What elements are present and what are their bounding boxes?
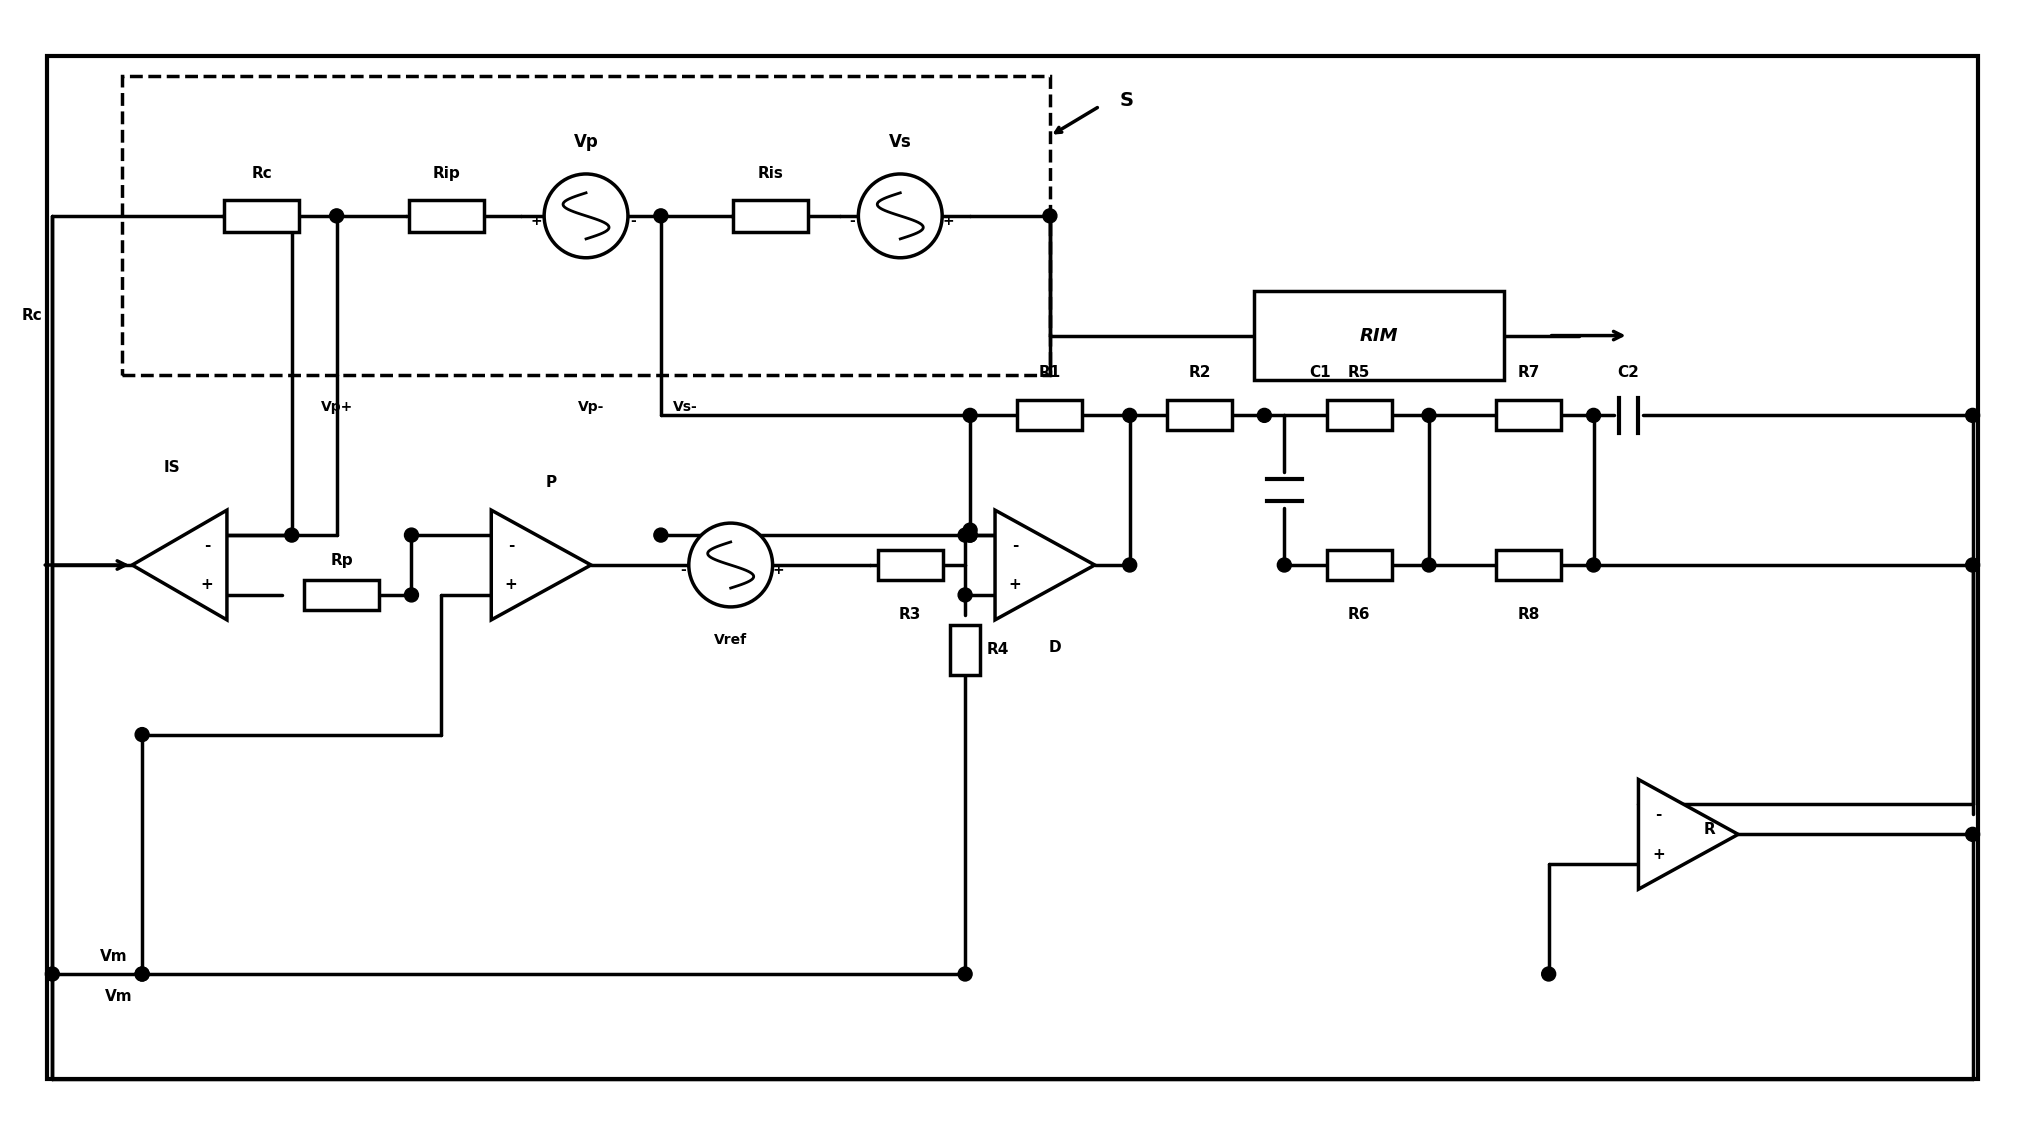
Text: Rip: Rip: [433, 166, 461, 180]
Bar: [878, 550, 942, 580]
Text: Vs+: Vs+: [1055, 401, 1086, 414]
Circle shape: [958, 528, 973, 543]
Text: R5: R5: [1349, 365, 1371, 380]
Text: Ris: Ris: [758, 166, 785, 180]
Text: Vs: Vs: [890, 133, 912, 151]
Bar: [121, 76, 1049, 376]
Text: -: -: [679, 563, 685, 577]
Circle shape: [1965, 409, 1980, 422]
Text: C2: C2: [1618, 365, 1640, 380]
Bar: [950, 625, 981, 674]
Text: Vm: Vm: [105, 989, 131, 1004]
Bar: [1167, 401, 1231, 430]
Text: R6: R6: [1349, 607, 1371, 622]
Circle shape: [285, 528, 299, 543]
Text: R7: R7: [1519, 365, 1541, 380]
Polygon shape: [1638, 780, 1739, 889]
Circle shape: [962, 528, 977, 543]
Circle shape: [690, 523, 772, 607]
Text: Rp: Rp: [330, 553, 354, 568]
Bar: [1017, 401, 1082, 430]
Circle shape: [653, 528, 667, 543]
Circle shape: [135, 967, 150, 981]
Bar: [1326, 401, 1391, 430]
Text: D: D: [1049, 640, 1062, 655]
Circle shape: [958, 967, 973, 981]
Text: RIM: RIM: [1361, 327, 1399, 345]
Circle shape: [544, 174, 629, 258]
Text: R1: R1: [1039, 365, 1062, 380]
Bar: [1326, 550, 1391, 580]
Circle shape: [1278, 558, 1292, 572]
Text: Vp: Vp: [574, 133, 599, 151]
Text: Vs-: Vs-: [673, 401, 698, 414]
Polygon shape: [491, 510, 590, 620]
Circle shape: [962, 409, 977, 422]
Text: IS: IS: [164, 460, 180, 476]
Text: -: -: [1011, 538, 1019, 553]
Bar: [1496, 401, 1561, 430]
Text: R8: R8: [1519, 607, 1541, 622]
Text: Vp-: Vp-: [578, 401, 605, 414]
Text: Vp+: Vp+: [321, 401, 352, 414]
Bar: [408, 200, 483, 232]
Text: +: +: [1652, 847, 1664, 861]
Text: R: R: [1703, 822, 1715, 836]
Circle shape: [958, 588, 973, 602]
Text: R4: R4: [987, 642, 1009, 657]
Circle shape: [1965, 558, 1980, 572]
Text: -: -: [849, 213, 855, 228]
Text: -: -: [508, 538, 514, 553]
Circle shape: [1541, 967, 1555, 981]
Circle shape: [653, 209, 667, 222]
Text: +: +: [942, 213, 954, 228]
Circle shape: [962, 528, 977, 543]
Text: S: S: [1120, 91, 1134, 110]
Text: +: +: [1009, 578, 1021, 592]
Circle shape: [44, 967, 59, 981]
Text: C1: C1: [1310, 365, 1330, 380]
Text: Rc: Rc: [251, 166, 273, 180]
Circle shape: [1122, 409, 1136, 422]
Text: Vref: Vref: [714, 633, 748, 647]
Circle shape: [1587, 558, 1601, 572]
Circle shape: [1587, 409, 1601, 422]
Text: +: +: [200, 578, 214, 592]
Circle shape: [330, 209, 344, 222]
Bar: [224, 200, 299, 232]
Circle shape: [1258, 409, 1272, 422]
Text: R2: R2: [1189, 365, 1211, 380]
Circle shape: [1421, 409, 1436, 422]
Circle shape: [135, 967, 150, 981]
Text: Vm: Vm: [99, 949, 127, 964]
Text: +: +: [506, 578, 518, 592]
Polygon shape: [131, 510, 226, 620]
Circle shape: [1043, 209, 1058, 222]
Text: P: P: [546, 476, 556, 490]
Bar: [303, 580, 378, 609]
Text: -: -: [204, 538, 210, 553]
Circle shape: [135, 728, 150, 741]
Text: +: +: [772, 563, 785, 577]
Text: +: +: [530, 213, 542, 228]
Circle shape: [1965, 827, 1980, 841]
Polygon shape: [995, 510, 1094, 620]
Circle shape: [1421, 558, 1436, 572]
Bar: [1496, 550, 1561, 580]
Text: -: -: [1656, 807, 1662, 822]
Circle shape: [404, 588, 419, 602]
Bar: [1254, 291, 1504, 380]
Circle shape: [404, 528, 419, 543]
Text: -: -: [631, 213, 635, 228]
Circle shape: [859, 174, 942, 258]
Circle shape: [962, 523, 977, 537]
Text: R3: R3: [900, 607, 922, 622]
Text: Rc: Rc: [22, 308, 42, 323]
Bar: [734, 200, 809, 232]
Circle shape: [1122, 558, 1136, 572]
